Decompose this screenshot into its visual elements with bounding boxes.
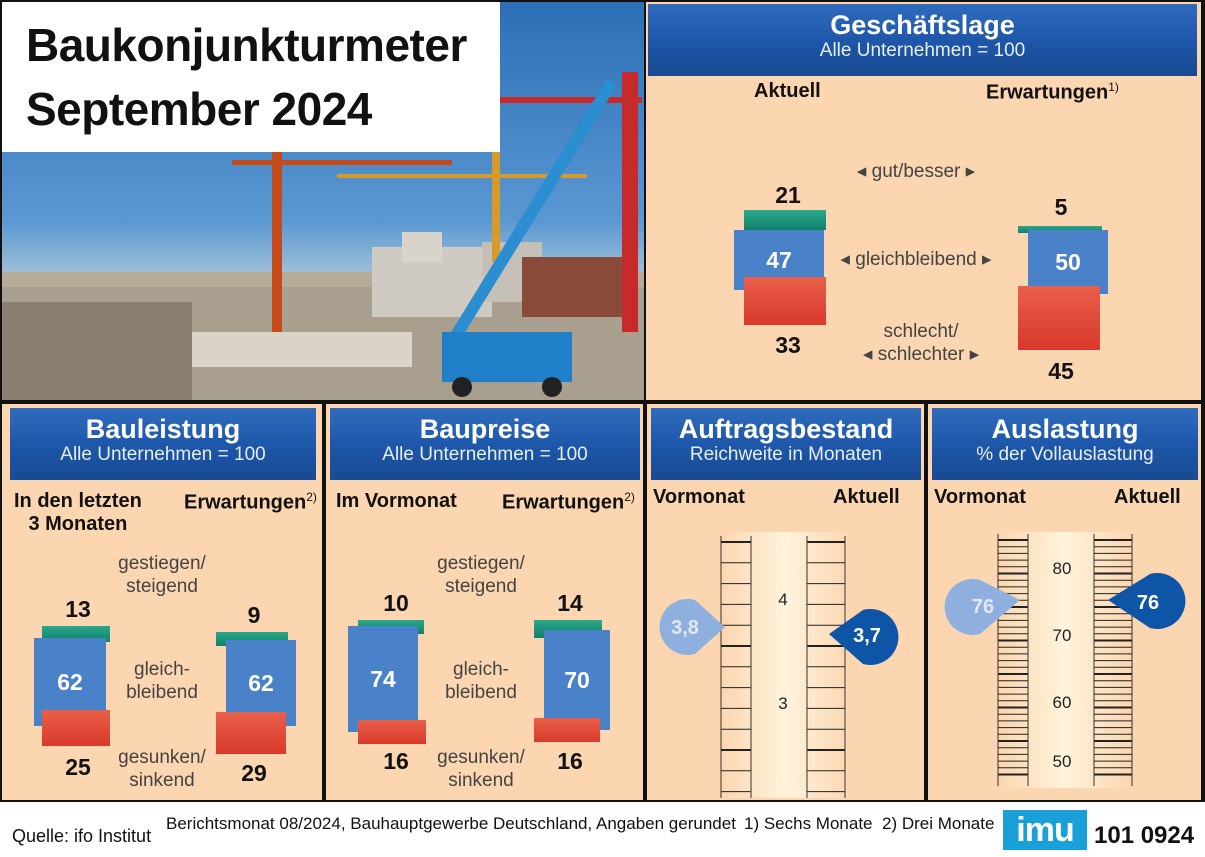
- marker-vormonat: 76: [944, 579, 1020, 635]
- auslastung-gauge: 80 70 60 50 76 76: [944, 532, 1186, 788]
- bar-red-right: [216, 712, 286, 754]
- imu-logo: imu: [1003, 810, 1087, 850]
- panel-bauleistung: Bauleistung Alle Unternehmen = 100 In de…: [2, 404, 322, 800]
- header-subtitle: % der Vollauslastung: [976, 444, 1154, 465]
- col-label-letzte-3-monate: In den letzten 3 Monaten: [14, 490, 142, 535]
- title-box: Baukonjunkturmeter September 2024: [2, 2, 500, 152]
- graphic-code: 101 0924: [1094, 822, 1195, 849]
- bar-blue-left: 74: [348, 626, 418, 732]
- label-gesunken: gesunken/sinkend: [437, 747, 525, 791]
- header-title: Baupreise: [419, 414, 551, 444]
- tick-label-70: 70: [1053, 626, 1072, 645]
- value-top-left: 10: [383, 590, 409, 616]
- report-note: Berichtsmonat 08/2024, Bauhauptgewerbe D…: [166, 814, 736, 833]
- header-geschaeftslage: Geschäftslage Alle Unternehmen = 100: [648, 4, 1197, 76]
- marker-value-aktuell: 3,7: [853, 625, 881, 647]
- col-label-erwartungen: Erwartungen2): [184, 490, 317, 514]
- marker-value-aktuell: 76: [1137, 592, 1159, 614]
- tick-label-3: 3: [778, 694, 787, 713]
- tick-label-80: 80: [1053, 559, 1072, 578]
- footnote-1: 1) Sechs Monate: [744, 814, 873, 833]
- value-top-right: 14: [557, 590, 583, 616]
- bar-blue-right: 50: [1028, 230, 1108, 294]
- col-label-aktuell: Aktuell: [833, 486, 900, 508]
- value-bottom-right: 16: [557, 748, 583, 774]
- header-baupreise: Baupreise Alle Unternehmen = 100: [330, 408, 640, 480]
- col-label-aktuell: Aktuell: [754, 80, 821, 102]
- bar-blue-right: 70: [544, 630, 610, 730]
- col-label-vormonat: Im Vormonat: [336, 490, 457, 512]
- label-gestiegen: gestiegen/steigend: [118, 553, 206, 597]
- label-gleichbleibend: gleich-bleibend: [126, 659, 198, 703]
- col-label-erwartungen: Erwartungen1): [986, 80, 1119, 104]
- col-label-vormonat: Vormonat: [653, 486, 745, 508]
- marker-aktuell: 3,7: [829, 609, 899, 665]
- bar-red-left: [358, 720, 426, 744]
- label-gesunken: gesunken/sinkend: [118, 747, 206, 791]
- col-label-vormonat: Vormonat: [934, 486, 1026, 508]
- tick-label-60: 60: [1053, 693, 1072, 712]
- value-top-left: 21: [775, 182, 801, 208]
- col-label-aktuell: Aktuell: [1114, 486, 1181, 508]
- marker-value-vormonat: 3,8: [671, 617, 699, 639]
- value-bottom-left: 25: [65, 754, 91, 780]
- value-bottom-left: 16: [383, 748, 409, 774]
- value-bottom-right: 29: [241, 760, 267, 786]
- main-subtitle-date: September 2024: [26, 83, 372, 135]
- value-top-right: 5: [1054, 194, 1068, 220]
- header-auftragsbestand: Auftragsbestand Reichweite in Monaten: [651, 408, 921, 480]
- header-subtitle: Alle Unternehmen = 100: [819, 40, 1026, 61]
- value-top-left: 13: [65, 596, 91, 622]
- bar-green-left: [744, 210, 826, 230]
- panel-auslastung: Auslastung % der Vollauslastung Vormonat…: [928, 404, 1201, 800]
- panel-baupreise: Baupreise Alle Unternehmen = 100 Im Vorm…: [326, 404, 643, 800]
- header-title: Geschäftslage: [830, 10, 1015, 40]
- marker-aktuell: 76: [1108, 573, 1186, 629]
- bar-red-left: [42, 710, 110, 746]
- label-gestiegen: gestiegen/steigend: [437, 553, 525, 597]
- label-gleichbleibend: gleich-bleibend: [445, 659, 517, 703]
- header-auslastung: Auslastung % der Vollauslastung: [932, 408, 1198, 480]
- header-title: Auslastung: [991, 414, 1139, 444]
- bar-red-left: [744, 277, 826, 325]
- marker-vormonat: 3,8: [659, 599, 725, 655]
- header-subtitle: Reichweite in Monaten: [689, 444, 883, 465]
- label-gut-besser: ◂ gut/besser ▸: [856, 161, 976, 182]
- footnote-2: 2) Drei Monate: [882, 814, 995, 833]
- auftragsbestand-gauge: 4 3 3,8 3,7: [659, 532, 899, 798]
- panel-auftragsbestand: Auftragsbestand Reichweite in Monaten Vo…: [647, 404, 924, 800]
- header-subtitle: Alle Unternehmen = 100: [382, 444, 588, 465]
- main-title: Baukonjunkturmeter: [26, 19, 467, 71]
- col-label-erwartungen: Erwartungen2): [502, 490, 635, 514]
- value-bottom-right: 45: [1048, 358, 1074, 384]
- bar-red-right: [534, 718, 600, 742]
- source-text: Quelle: ifo Institut: [12, 826, 152, 846]
- label-schlecht: schlecht/◂ schlechter ▸: [862, 321, 980, 365]
- bar-red-right: [1018, 286, 1100, 350]
- bar-blue-right: 62: [226, 640, 296, 726]
- header-title: Bauleistung: [85, 414, 241, 444]
- tick-label-50: 50: [1053, 752, 1072, 771]
- header-subtitle: Alle Unternehmen = 100: [60, 444, 266, 465]
- value-top-right: 9: [247, 602, 261, 628]
- header-bauleistung: Bauleistung Alle Unternehmen = 100: [10, 408, 316, 480]
- tick-label-4: 4: [778, 590, 787, 609]
- marker-value-vormonat: 76: [972, 596, 994, 618]
- header-title: Auftragsbestand: [678, 414, 894, 444]
- label-gleichbleibend: ◂ gleichbleibend ▸: [840, 249, 992, 270]
- construction-scene-image: [2, 72, 644, 400]
- bar-green-right: [1018, 226, 1102, 233]
- panel-geschaeftslage: Geschäftslage Alle Unternehmen = 100 Akt…: [646, 2, 1201, 400]
- value-bottom-left: 33: [775, 332, 801, 358]
- footer: Quelle: ifo Institut Berichtsmonat 08/20…: [0, 802, 1205, 857]
